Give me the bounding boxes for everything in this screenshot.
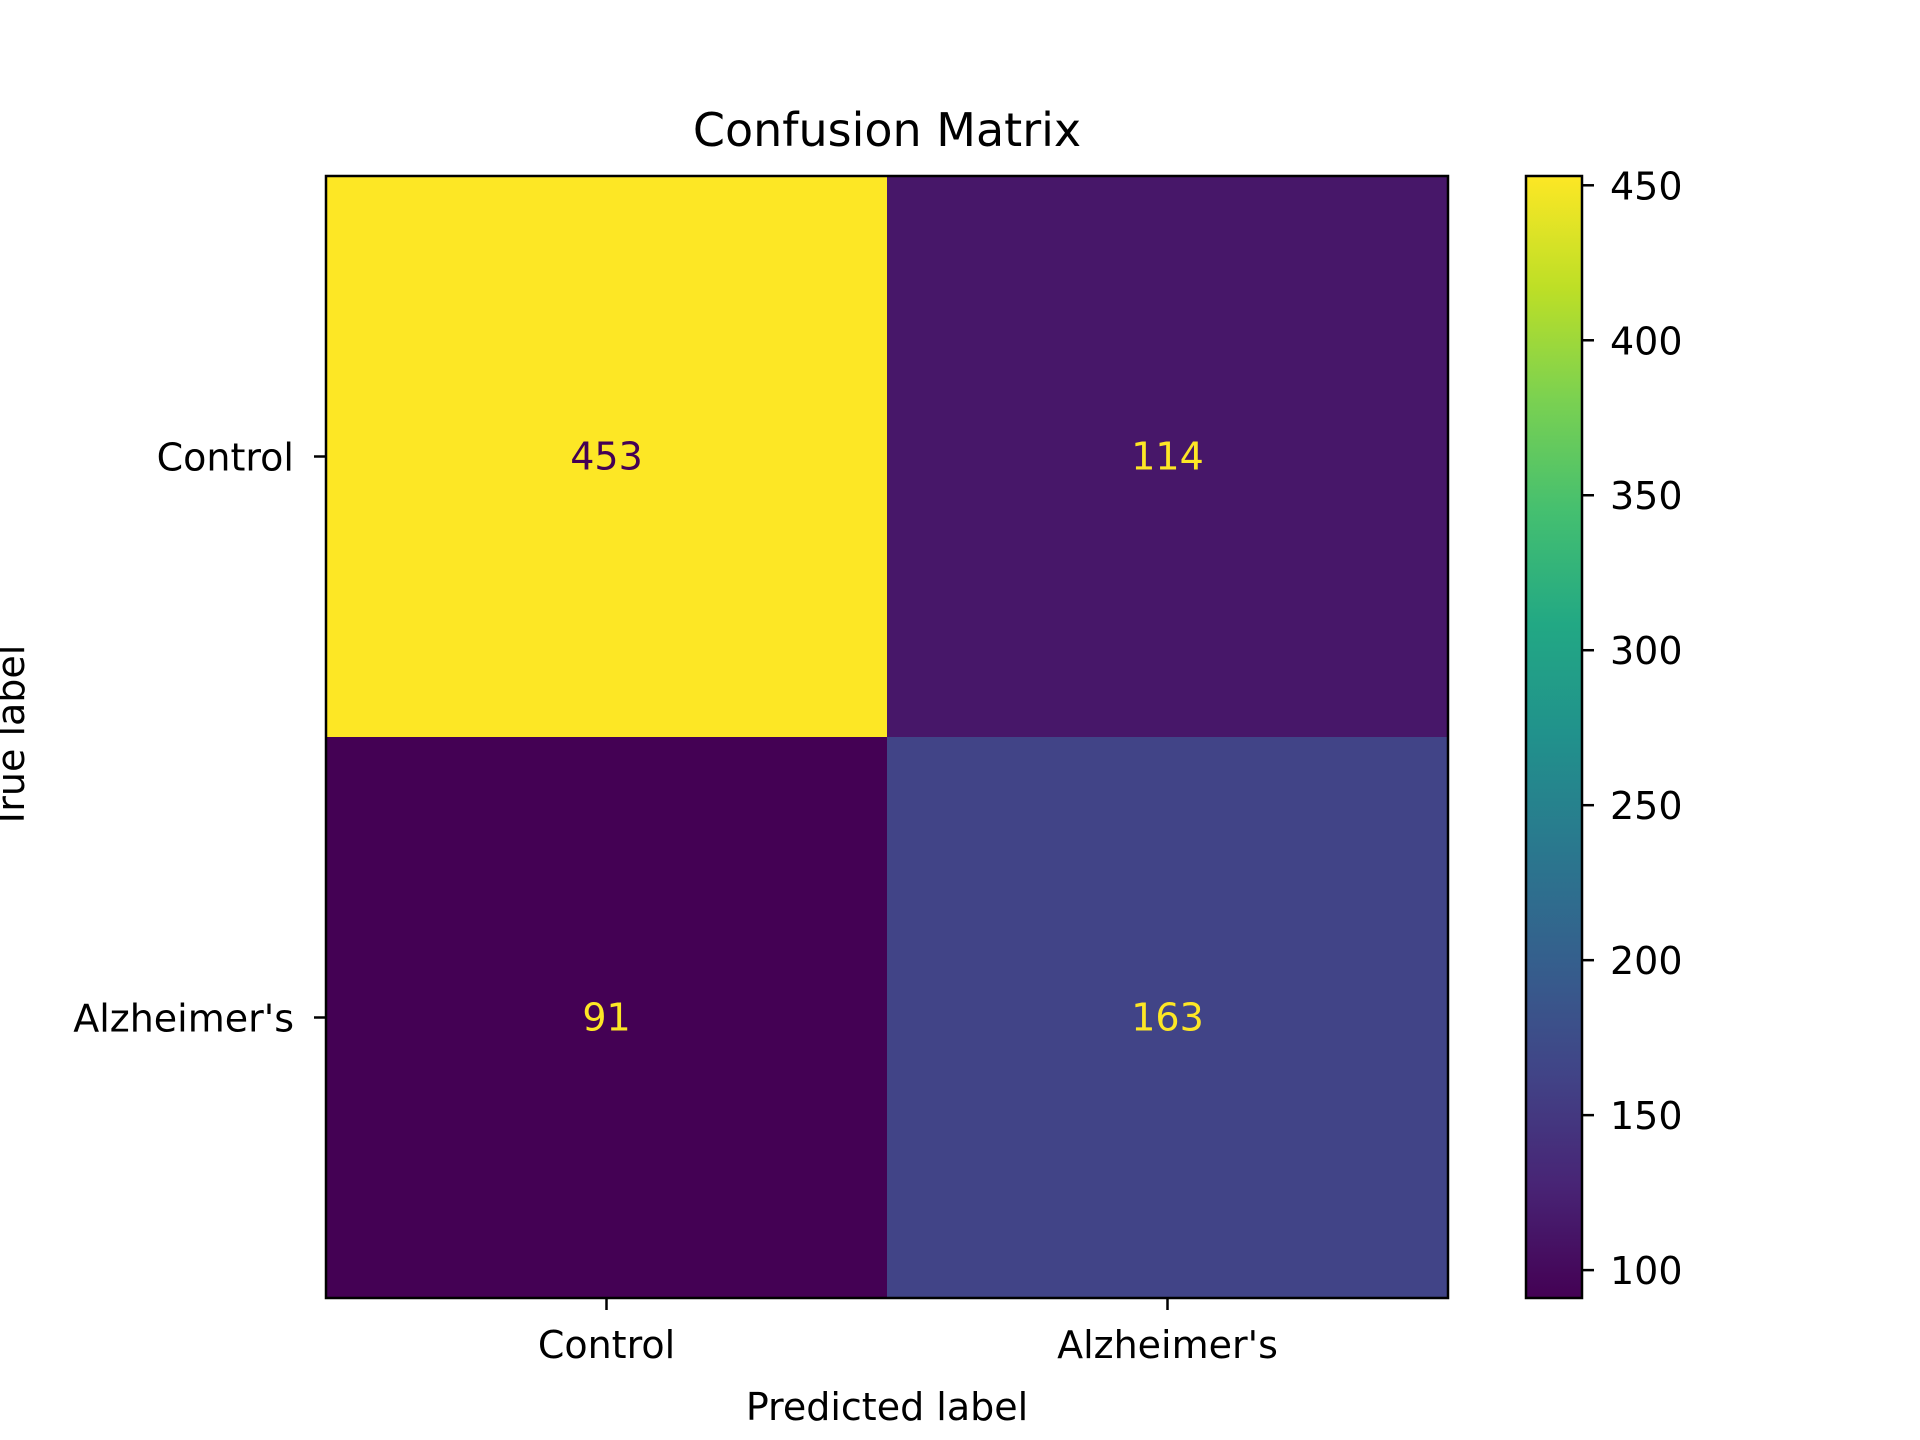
- heatmap-cell: [326, 737, 888, 1299]
- colorbar-tick-label: 400: [1610, 319, 1683, 363]
- plot-frame: [324, 174, 1450, 1300]
- colorbar-tick-label: 350: [1610, 474, 1683, 518]
- colorbar-tick-label: 200: [1610, 939, 1683, 983]
- heatmap-cells: [326, 176, 1449, 1299]
- y-tick-label: Control: [157, 436, 294, 480]
- y-tick-label: Alzheimer's: [73, 997, 294, 1041]
- heatmap-cell: [326, 176, 888, 738]
- colorbar-tick-label: 100: [1610, 1249, 1683, 1293]
- cell-value-label: 453: [570, 435, 643, 479]
- colorbar: [1524, 174, 1584, 1300]
- cell-value-label: 114: [1131, 435, 1204, 479]
- colorbar-tick-label: 250: [1610, 784, 1683, 828]
- colorbar-tick-label: 450: [1610, 164, 1683, 208]
- colorbar-tick-label: 300: [1610, 629, 1683, 673]
- x-axis-label: Predicted label: [746, 1385, 1028, 1429]
- y-axis-ticks: Control Alzheimer's: [73, 436, 326, 1041]
- cell-value-labels: 453 114 91 163: [570, 435, 1204, 1040]
- heatmap-cell: [887, 737, 1449, 1299]
- cell-value-label: 163: [1131, 996, 1204, 1040]
- y-axis-label: True label: [0, 645, 33, 831]
- colorbar-ticks: 100 150 200 250 300 350 400 450: [1582, 164, 1683, 1293]
- x-tick-label: Alzheimer's: [1057, 1323, 1278, 1367]
- x-axis-ticks: Control Alzheimer's: [538, 1298, 1278, 1367]
- colorbar-tick-label: 150: [1610, 1094, 1683, 1138]
- heatmap-cell: [887, 176, 1449, 738]
- x-tick-label: Control: [538, 1323, 675, 1367]
- chart-title: Confusion Matrix: [693, 103, 1081, 157]
- cell-value-label: 91: [582, 996, 630, 1040]
